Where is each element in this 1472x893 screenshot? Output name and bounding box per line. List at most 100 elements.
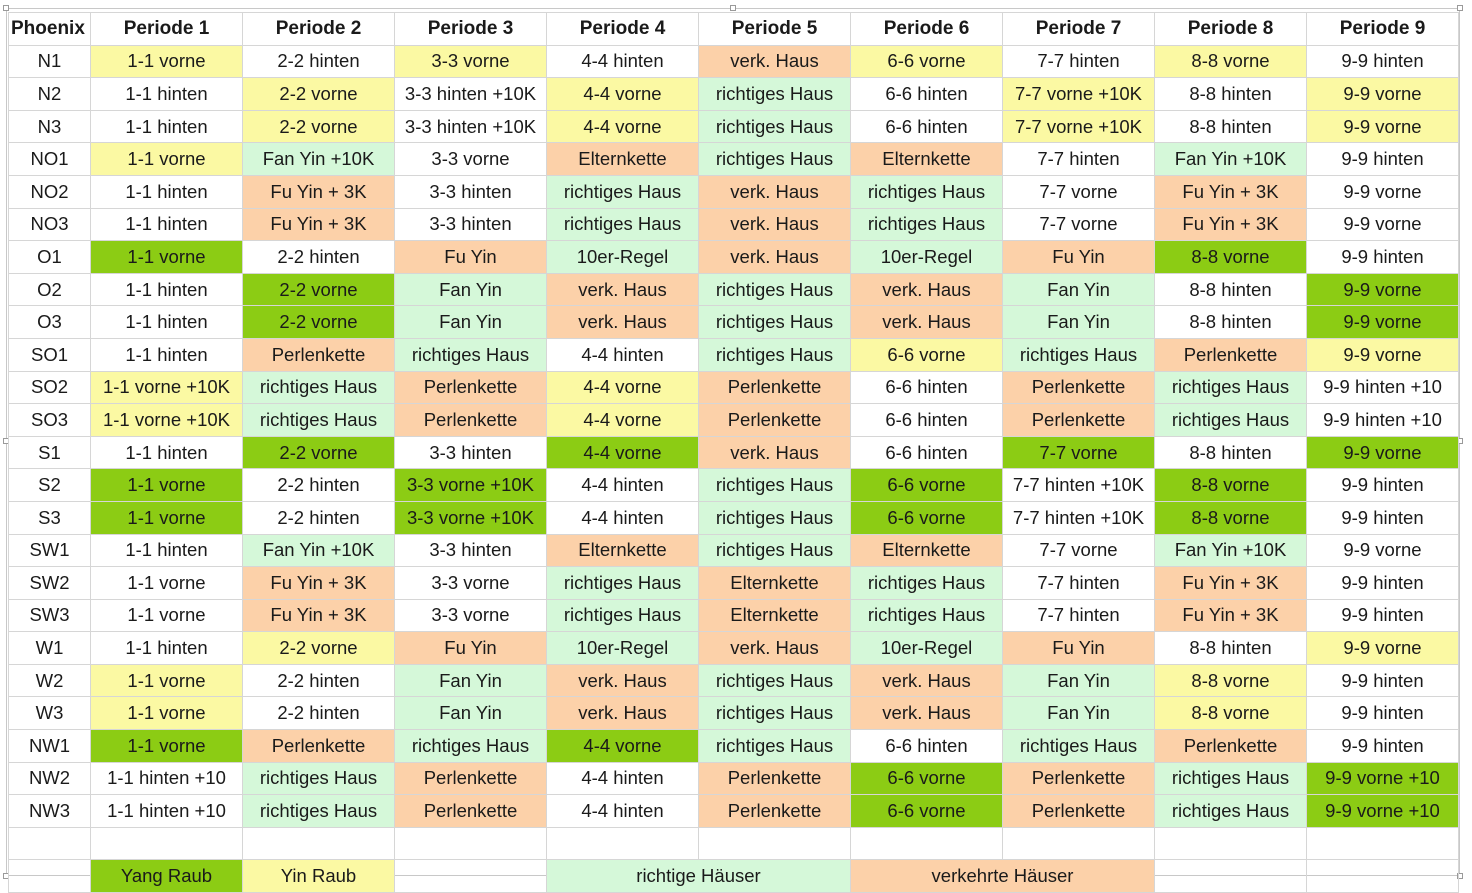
table-cell: 9-9 hinten (1306, 468, 1459, 502)
table-cell: Fan Yin +10K (1154, 533, 1307, 568)
table-cell: Fu Yin (1002, 240, 1155, 274)
table-cell: 1-1 vorne (90, 500, 243, 535)
table-cell: 4-4 hinten (546, 794, 699, 828)
table-cell: 8-8 vorne (1154, 44, 1307, 79)
table-row: SW2 1-1 vorne Fu Yin + 3K 3-3 vorne richtige… (8, 566, 1459, 600)
row-label: SO1 (8, 337, 91, 372)
table-cell: Perlenkette (394, 761, 547, 796)
table-cell: 3-3 hinten (394, 533, 547, 568)
table-cell: 1-1 hinten +10 (90, 761, 243, 796)
table-cell: 8-8 hinten (1154, 77, 1307, 111)
table-cell: 9-9 hinten (1306, 240, 1459, 274)
table-cell: Fan Yin (1002, 305, 1155, 339)
table-cell: 9-9 hinten (1306, 44, 1459, 79)
table-cell: Perlenkette (394, 794, 547, 828)
table-cell: richtiges Haus (242, 370, 395, 405)
table-cell: 8-8 hinten (1154, 109, 1307, 144)
table-cell: richtiges Haus (698, 77, 851, 111)
table-cell: 6-6 vorne (850, 761, 1003, 796)
period-header: Periode 2 (242, 12, 395, 46)
table-cell: Fan Yin (394, 305, 547, 339)
empty-cell (698, 826, 851, 861)
table-cell: 4-4 hinten (546, 468, 699, 502)
table-cell: 3-3 vorne (394, 44, 547, 79)
table-cell: 2-2 hinten (242, 696, 395, 731)
row-label: W3 (8, 696, 91, 731)
table-cell: Perlenkette (1154, 729, 1307, 763)
row-label: NO2 (8, 174, 91, 209)
table-row: S3 1-1 vorne 2-2 hinten 3-3 vorne +10K 4-4 h… (8, 500, 1459, 535)
table-cell: 1-1 hinten (90, 109, 243, 144)
table-cell: 7-7 vorne (1002, 435, 1155, 470)
table-row: O2 1-1 hinten 2-2 vorne Fan Yin verk. Haus ri… (8, 272, 1459, 307)
empty-row (8, 826, 1459, 861)
table-cell: 1-1 hinten (90, 207, 243, 242)
table-row: NO2 1-1 hinten Fu Yin + 3K 3-3 hinten richti… (8, 174, 1459, 209)
table-cell: richtiges Haus (698, 109, 851, 144)
table-cell: 10er-Regel (546, 631, 699, 665)
row-label: W2 (8, 663, 91, 698)
period-header: Periode 7 (1002, 12, 1155, 46)
table-cell: 1-1 hinten +10 (90, 794, 243, 828)
row-label: S1 (8, 435, 91, 470)
resize-handle-top-left[interactable] (3, 5, 9, 11)
table-cell: verk. Haus (850, 696, 1003, 731)
table-cell: Perlenkette (698, 761, 851, 796)
table-row: SO1 1-1 hinten Perlenkette richtiges Haus 4-… (8, 337, 1459, 372)
table-cell: 8-8 vorne (1154, 696, 1307, 731)
table-cell: 7-7 hinten (1002, 598, 1155, 633)
row-label: NO1 (8, 142, 91, 176)
legend-yang-raub: Yang Raub (90, 859, 243, 893)
table-cell: 1-1 vorne +10K (90, 403, 243, 437)
table-cell: 3-3 vorne (394, 566, 547, 600)
table-cell: Fu Yin + 3K (242, 207, 395, 242)
row-label: O2 (8, 272, 91, 307)
table-cell: 7-7 vorne +10K (1002, 109, 1155, 144)
table-cell: Perlenkette (1002, 370, 1155, 405)
table-row: NW2 1-1 hinten +10 richtiges Haus Perlenket… (8, 761, 1459, 796)
table-cell: 2-2 hinten (242, 240, 395, 274)
table-cell: 9-9 vorne (1306, 109, 1459, 144)
resize-handle-top-middle[interactable] (730, 5, 736, 11)
table-cell: 4-4 vorne (546, 729, 699, 763)
period-header: Periode 9 (1306, 12, 1459, 46)
table-cell: Fan Yin (394, 663, 547, 698)
table-cell: 4-4 vorne (546, 109, 699, 144)
table-row: W1 1-1 hinten 2-2 vorne Fu Yin 10er-Regel ver… (8, 631, 1459, 665)
table-cell: Fu Yin + 3K (242, 566, 395, 600)
table-cell: 7-7 vorne (1002, 533, 1155, 568)
table-cell: 6-6 hinten (850, 403, 1003, 437)
table-row: S1 1-1 hinten 2-2 vorne 3-3 hinten 4-4 vorne… (8, 435, 1459, 470)
table-cell: Fu Yin + 3K (1154, 207, 1307, 242)
table-cell: 6-6 vorne (850, 500, 1003, 535)
table-cell: 1-1 vorne (90, 663, 243, 698)
table-cell: Fan Yin (394, 696, 547, 731)
table-cell: richtiges Haus (698, 337, 851, 372)
table-row: W2 1-1 vorne 2-2 hinten Fan Yin verk. Haus ri… (8, 663, 1459, 698)
table-cell: Fan Yin +10K (242, 142, 395, 176)
table-cell: 7-7 vorne (1002, 174, 1155, 209)
resize-handle-top-right[interactable] (1457, 5, 1463, 11)
table-cell: 3-3 hinten +10K (394, 77, 547, 111)
period-header: Periode 4 (546, 12, 699, 46)
table-cell: richtiges Haus (698, 729, 851, 763)
table-cell: 2-2 hinten (242, 44, 395, 79)
table-cell: 2-2 vorne (242, 305, 395, 339)
table-row: NO1 1-1 vorne Fan Yin +10K 3-3 vorne Elternk… (8, 142, 1459, 176)
header-row: Phoenix Periode 1 Periode 2 Periode 3 Pe… (8, 12, 1459, 46)
table-cell: Fan Yin (394, 272, 547, 307)
row-label: SW1 (8, 533, 91, 568)
table-cell: 7-7 hinten +10K (1002, 468, 1155, 502)
row-label: O1 (8, 240, 91, 274)
table-cell: 6-6 hinten (850, 729, 1003, 763)
table-cell: Perlenkette (242, 337, 395, 372)
table-cell: 9-9 vorne (1306, 305, 1459, 339)
table-cell: 3-3 vorne +10K (394, 468, 547, 502)
table-cell: richtiges Haus (394, 337, 547, 372)
table-cell: 1-1 vorne (90, 598, 243, 633)
table-cell: Perlenkette (1154, 337, 1307, 372)
table-cell: 6-6 vorne (850, 468, 1003, 502)
table-cell: 3-3 vorne (394, 142, 547, 176)
row-label: S3 (8, 500, 91, 535)
table-cell: Perlenkette (394, 403, 547, 437)
